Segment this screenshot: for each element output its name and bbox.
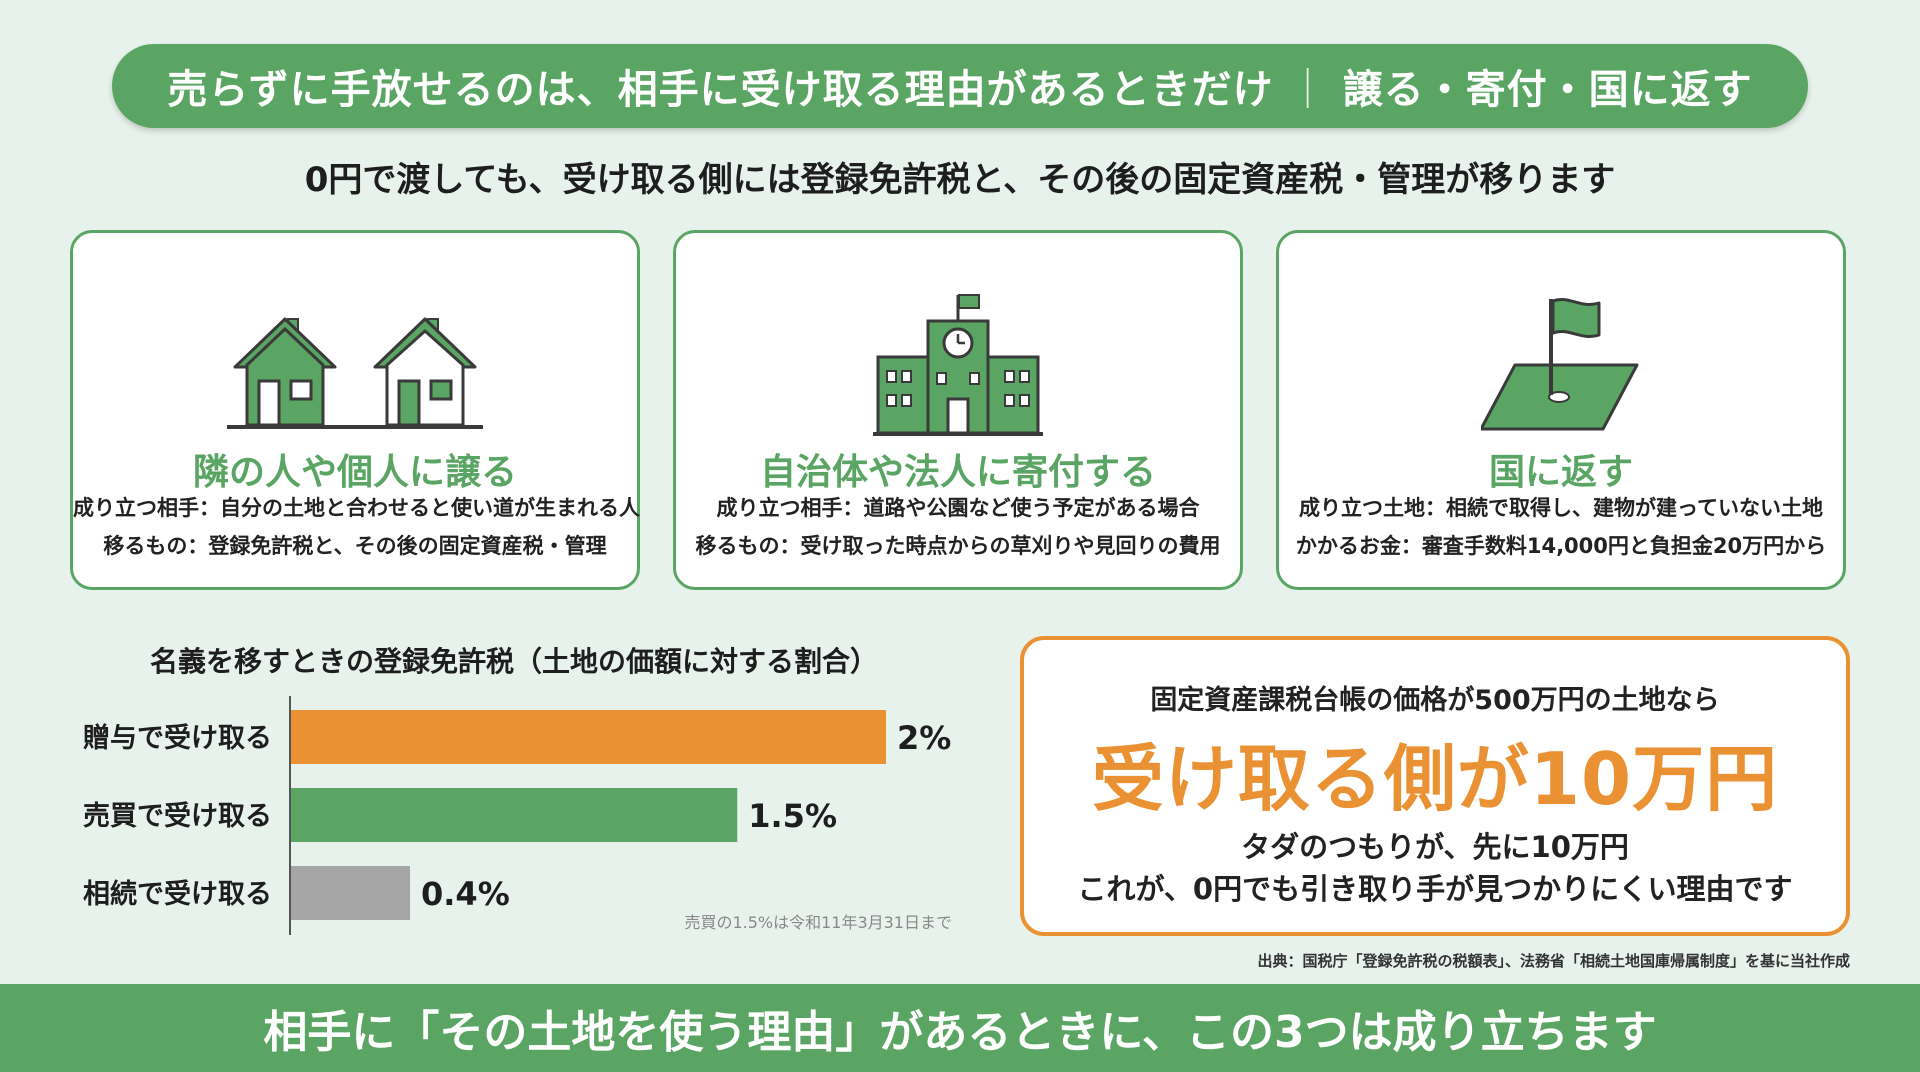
category-label: 贈与で受け取る bbox=[83, 722, 272, 754]
title-right: 譲る・寄付・国に返す bbox=[1342, 67, 1753, 113]
chart-title: 名義を移すときの登録免許税（土地の価額に対する割合） bbox=[150, 645, 879, 678]
value-label: 1.5% bbox=[748, 797, 837, 835]
card-description: 成り立つ土地：相続で取得し、建物が建っていない土地 かかるお金：審査手数料14,… bbox=[1279, 489, 1843, 565]
category-label: 相続で受け取る bbox=[83, 878, 272, 910]
bar bbox=[291, 788, 738, 842]
card-description: 成り立つ相手：道路や公園など使う予定がある場合 移るもの：受け取った時点からの草… bbox=[676, 489, 1240, 565]
flag-on-land-icon bbox=[1279, 257, 1843, 437]
title-separator: ｜ bbox=[1287, 67, 1329, 113]
callout-condition: 固定資産課税台帳の価格が500万円の土地なら bbox=[1150, 685, 1720, 716]
footer-banner: 相手に「その土地を使う理由」があるときに、この3つは成り立ちます bbox=[0, 984, 1920, 1072]
value-label: 2% bbox=[897, 719, 951, 757]
card-line: 成り立つ相手：自分の土地と合わせると使い道が生まれる人 bbox=[73, 496, 640, 520]
category-label: 売買で受け取る bbox=[83, 800, 272, 832]
callout-explanation: タダのつもりが、先に10万円 これが、0円でも引き取り手が見つかりにくい理由です bbox=[1024, 826, 1846, 910]
card-heading: 国に返す bbox=[1488, 452, 1633, 493]
card-heading: 自治体や法人に寄付する bbox=[759, 452, 1156, 493]
callout-line: これが、0円でも引き取り手が見つかりにくい理由です bbox=[1077, 872, 1793, 906]
example-callout: 固定資産課税台帳の価格が500万円の土地なら 受け取る側が10万円 タダのつもり… bbox=[1020, 636, 1850, 936]
source-note: 出典：国税庁「登録免許税の税額表」、法務省「相続土地国庫帰属制度」を基に当社作成 bbox=[1257, 952, 1850, 970]
bar bbox=[291, 866, 410, 920]
card-line: 移るもの：登録免許税と、その後の固定資産税・管理 bbox=[103, 534, 607, 558]
callout-headline: 受け取る側が10万円 bbox=[1091, 737, 1779, 821]
registration-tax-bar-chart: 贈与で受け取る 2% 売買で受け取る 1.5% 相続で受け取る 0.4% 売買の1.5%は令… bbox=[83, 696, 952, 935]
chart-note: 売買の1.5%は令和11年3月31日まで bbox=[684, 913, 952, 932]
title-banner: 売らずに手放せるのは、相手に受け取る理由があるときだけ ｜ 譲る・寄付・国に返す bbox=[112, 44, 1808, 128]
value-label: 0.4% bbox=[421, 875, 510, 913]
subtitle: 0円で渡しても、受け取る側には登録免許税と、その後の固定資産税・管理が移ります bbox=[304, 160, 1616, 200]
card-line: かかるお金：審査手数料14,000円と負担金20万円から bbox=[1295, 534, 1827, 558]
callout-line: タダのつもりが、先に10万円 bbox=[1241, 830, 1629, 864]
card-line: 成り立つ相手：道路や公園など使う予定がある場合 bbox=[716, 496, 1200, 520]
card-donate-municipality: 自治体や法人に寄付する 成り立つ相手：道路や公園など使う予定がある場合 移るもの… bbox=[673, 230, 1243, 590]
municipal-building-icon bbox=[676, 257, 1240, 437]
card-line: 移るもの：受け取った時点からの草刈りや見回りの費用 bbox=[695, 534, 1221, 558]
title-main: 売らずに手放せるのは、相手に受け取る理由があるときだけ bbox=[167, 67, 1274, 113]
houses-icon bbox=[73, 257, 637, 437]
card-return-to-state: 国に返す 成り立つ土地：相続で取得し、建物が建っていない土地 かかるお金：審査手… bbox=[1276, 230, 1846, 590]
card-heading: 隣の人や個人に譲る bbox=[192, 452, 517, 493]
card-transfer-individual: 隣の人や個人に譲る 成り立つ相手：自分の土地と合わせると使い道が生まれる人 移る… bbox=[70, 230, 640, 590]
card-description: 成り立つ相手：自分の土地と合わせると使い道が生まれる人 移るもの：登録免許税と、… bbox=[73, 489, 640, 565]
bar bbox=[291, 710, 886, 764]
card-line: 成り立つ土地：相続で取得し、建物が建っていない土地 bbox=[1299, 496, 1823, 520]
